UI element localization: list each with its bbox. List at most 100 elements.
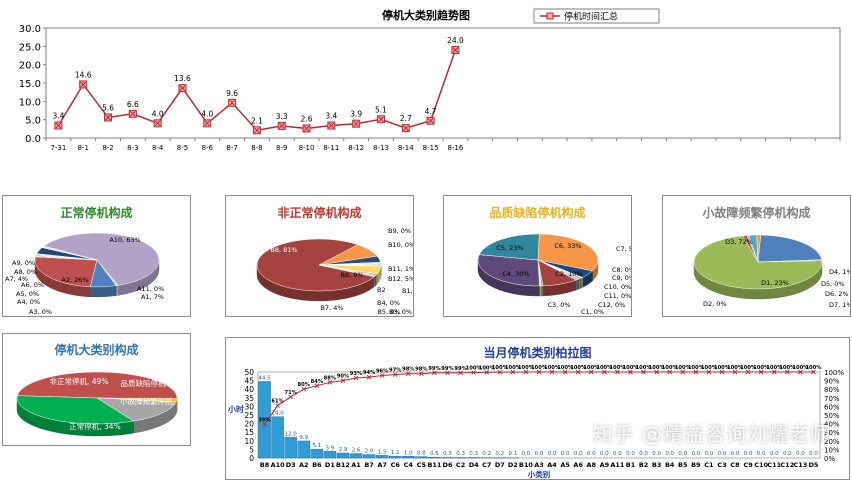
pareto-x-tick-label: A10: [271, 461, 286, 469]
pareto-x-tick-label: C1: [704, 461, 714, 469]
trend-value-label: 3.3: [276, 112, 288, 121]
pie-slice-side: [90, 285, 117, 298]
pareto-cumulative-label: 100%: [675, 365, 692, 371]
pareto-bar: [297, 440, 310, 459]
pie-slice: [16, 395, 135, 425]
pareto-y-tick-label: 20: [244, 420, 254, 429]
pareto-y2-tick-label: 20%: [824, 438, 840, 446]
pie-slice: [34, 256, 98, 288]
trend-value-label: 2.1: [251, 116, 263, 125]
pareto-bar-value-label: 0.0: [691, 451, 700, 457]
pie-slice-label: A5, 0%: [16, 290, 39, 298]
pie-slice: [318, 264, 376, 278]
pareto-cumulative-label: 100%: [466, 366, 483, 372]
pie-slice-label: B5, 0%: [377, 308, 400, 316]
trend-y-tick-label: 5.0: [25, 116, 41, 127]
pareto-bar-value-label: 0.0: [665, 451, 674, 457]
trend-value-label: 5.1: [375, 105, 387, 114]
normal-stop-pie-panel: 正常停机构成 A10, 63% A11, 0% A1, 7% A2, 26% A3, 0…: [2, 195, 191, 317]
pareto-cumulative-point: [615, 369, 620, 375]
pareto-cumulative-label: 100%: [596, 365, 613, 371]
pareto-cumulative-point: [654, 369, 659, 375]
pareto-cumulative-point: [301, 386, 307, 392]
pareto-x-tick-label: C7: [482, 461, 491, 469]
pareto-bar-value-label: 0.8: [417, 451, 426, 457]
pie-slice-label: A8, 0%: [14, 268, 37, 276]
pareto-x-tick-label: A5: [560, 461, 570, 469]
pie-slice: [256, 238, 375, 292]
pie-slice-label: A10, 63%: [109, 236, 140, 244]
pareto-bar-value-label: 0.3: [443, 451, 452, 457]
pie-slice-label: C7, 5%: [616, 245, 631, 253]
abnormal-stop-pie-panel: 非正常停机构成 B8, 81% B6, 9% B7, 4% B5, 0% B4, 0% B…: [225, 195, 414, 317]
pareto-x-tick-label: B12: [336, 461, 350, 469]
pareto-bar: [284, 437, 297, 459]
pareto-cumulative-label: 99%: [441, 366, 454, 372]
trend-value-label: 3.9: [350, 110, 362, 119]
trend-y-tick-label: 20.0: [19, 61, 41, 72]
pareto-cumulative-point: [641, 369, 646, 375]
pareto-cumulative-label: 94%: [363, 370, 376, 376]
pareto-y-tick-label: 50: [244, 368, 254, 377]
pareto-y-tick-label: 25: [244, 411, 254, 420]
trend-value-label: 5.6: [102, 103, 114, 112]
pareto-y2-tick-label: 100%: [824, 369, 844, 377]
pareto-cumulative-point: [340, 378, 346, 383]
pareto-cumulative-point: [405, 371, 411, 377]
pareto-cumulative-point: [366, 374, 372, 380]
pareto-cumulative-point: [549, 369, 555, 375]
pie-slice-label: D2, 0%: [703, 300, 727, 308]
trend-value-label: 2.6: [301, 114, 313, 123]
pie-slice: [478, 233, 540, 261]
pareto-cumulative-label: 99%: [428, 366, 441, 372]
pareto-cumulative-point: [379, 373, 385, 378]
pareto-x-tick-label: B5: [678, 461, 688, 469]
pareto-x-tick-label: C10: [754, 461, 768, 469]
pareto-cumulative-label: 100%: [609, 365, 626, 371]
minor-fault-pie-title: 小故障频繁停机构成: [702, 206, 811, 220]
pareto-x-tick-label: B4: [665, 461, 675, 469]
trend-point-marker: [353, 120, 360, 127]
pie-slice: [43, 232, 160, 286]
pareto-cumulative-label: 99%: [454, 366, 467, 372]
trend-value-label: 24.0: [447, 36, 464, 45]
pareto-x-tick-label: D7: [495, 461, 505, 469]
trend-x-tick-label: 8-1: [78, 144, 89, 152]
pareto-bar-value-label: 0.0: [587, 451, 596, 457]
pareto-y2-tick-label: 10%: [824, 446, 840, 454]
pareto-cumulative-label: 98%: [415, 367, 428, 373]
pareto-cumulative-point: [628, 369, 633, 375]
pareto-bar-value-label: 0.5: [430, 451, 439, 457]
pareto-x-tick-label: B1: [626, 461, 636, 469]
pie-slice: [757, 234, 823, 263]
trend-point-marker: [105, 114, 111, 121]
pareto-cumulative-label: 90%: [337, 374, 350, 380]
pareto-cumulative-label: 100%: [766, 365, 783, 371]
pareto-cumulative-point: [706, 369, 712, 375]
pareto-bar-value-label: 0.0: [678, 451, 687, 457]
pie-slice-label: C2, 10%: [555, 270, 582, 278]
pie-slice-label: D3, 72%: [725, 238, 753, 246]
trend-point-marker: [229, 99, 235, 106]
pareto-x-tick-label: B7: [364, 461, 373, 469]
trend-point-marker: [452, 47, 459, 53]
pareto-cumulative-point: [785, 369, 790, 375]
trend-x-tick-label: 8-16: [447, 144, 463, 152]
pareto-cumulative-label: 71%: [284, 390, 297, 396]
pie-slice-label: C10, 0%: [604, 283, 631, 291]
trend-point-marker: [402, 125, 409, 131]
pie-slice-label: C4, 30%: [502, 270, 529, 278]
pareto-cumulative-label: 97%: [389, 368, 402, 374]
pie-slice-label: C11, 0%: [604, 292, 631, 300]
pareto-x-tick-label: B10: [519, 461, 533, 469]
pareto-cumulative-label: 100%: [636, 365, 653, 371]
pareto-bar-value-label: 0.0: [783, 451, 792, 457]
trend-legend-box: [533, 8, 660, 24]
pie-slice-label: C9, 0%: [612, 274, 631, 282]
pareto-cumulative-point: [523, 369, 529, 375]
trend-x-tick-label: 8-14: [398, 144, 414, 152]
pareto-cumulative-point: [680, 369, 686, 375]
pareto-bar: [310, 449, 324, 459]
pareto-cumulative-point: [588, 369, 594, 375]
pareto-cumulative-label: 100%: [792, 365, 809, 371]
